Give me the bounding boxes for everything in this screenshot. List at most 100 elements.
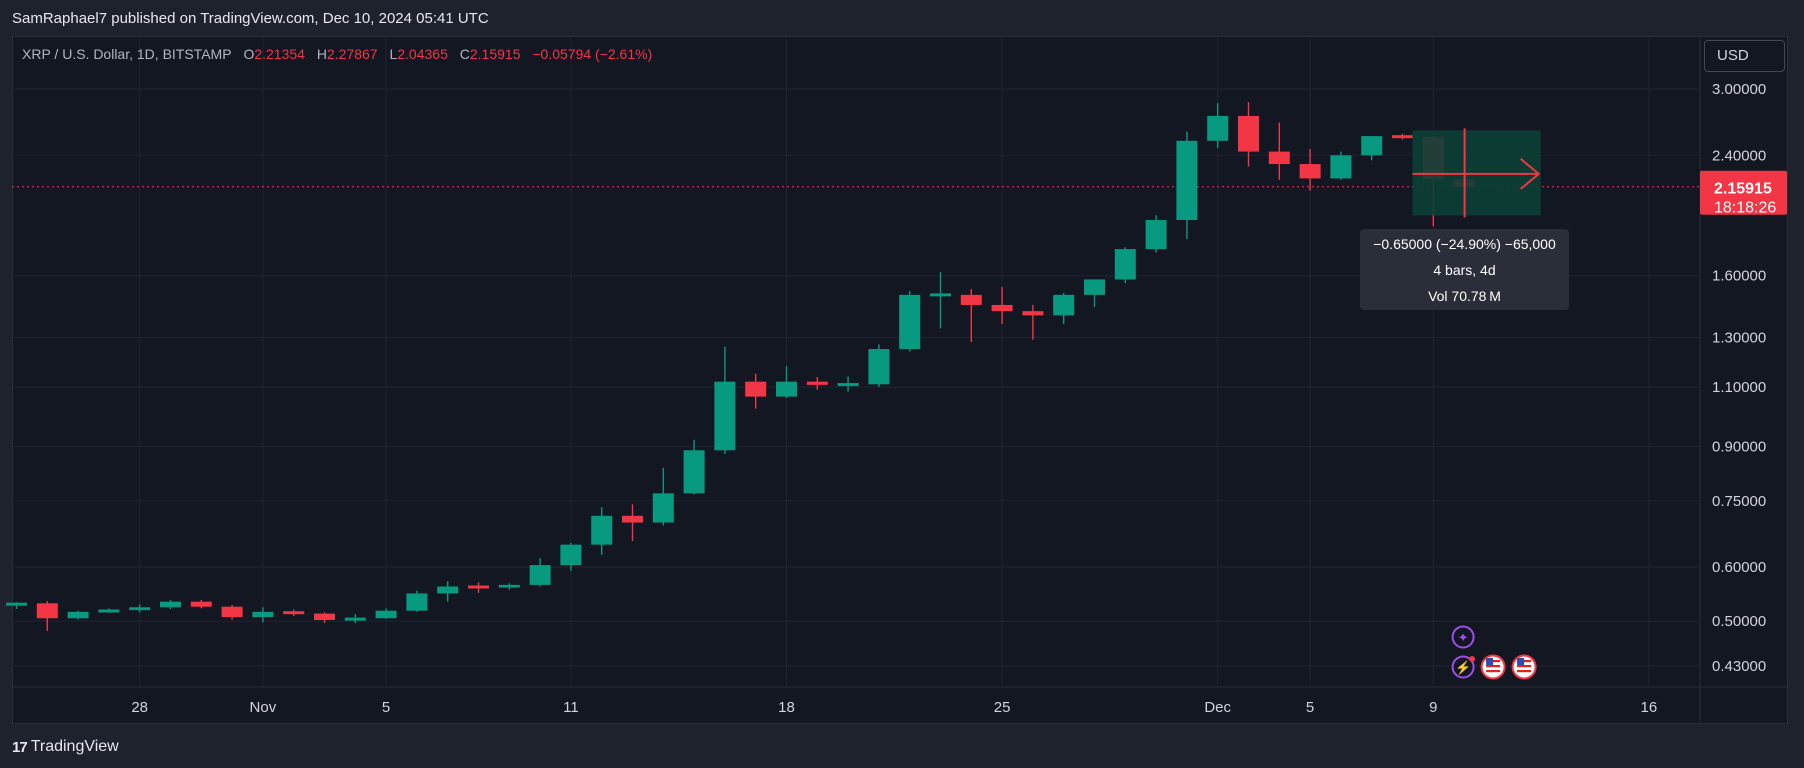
candle-body xyxy=(98,609,120,613)
candle-body xyxy=(1053,294,1075,316)
candle-body xyxy=(1299,164,1321,179)
x-tick-label: 16 xyxy=(1641,699,1658,716)
event-marker-us-flag[interactable] xyxy=(1480,654,1506,680)
candle xyxy=(745,373,767,409)
candle xyxy=(468,582,489,593)
candle-body xyxy=(622,515,643,523)
candle-body xyxy=(190,601,212,607)
candle xyxy=(1145,215,1167,253)
candle xyxy=(652,467,674,526)
y-tick-label: 1.60000 xyxy=(1712,268,1766,285)
candle-body xyxy=(1207,115,1229,141)
footer-bar xyxy=(0,724,1804,768)
candle-body xyxy=(1238,115,1259,152)
currency-button[interactable]: USD xyxy=(1704,40,1785,72)
candle xyxy=(406,590,428,612)
low-label: L xyxy=(389,46,398,62)
x-tick-label: 25 xyxy=(994,699,1011,716)
candle-body xyxy=(868,349,890,385)
candle xyxy=(683,439,705,495)
candle xyxy=(1330,151,1352,180)
candle-body xyxy=(899,294,921,350)
y-tick-label: 2.40000 xyxy=(1712,147,1766,164)
candle-body xyxy=(498,584,520,588)
candle xyxy=(560,542,582,572)
candle-body xyxy=(1022,311,1044,316)
candle xyxy=(960,289,982,342)
tradingview-brand: TradingView xyxy=(30,738,119,755)
grid xyxy=(12,37,1788,723)
candle xyxy=(283,609,305,616)
candle xyxy=(991,287,1013,324)
candle xyxy=(498,583,520,590)
candle xyxy=(437,581,459,602)
candle xyxy=(1361,136,1383,161)
candle xyxy=(6,602,27,609)
event-marker-us-flag[interactable] xyxy=(1511,654,1537,680)
tradingview-logo-mark: 17 xyxy=(12,738,28,756)
candle xyxy=(1114,247,1136,284)
flag-stripe xyxy=(1517,665,1532,668)
publisher-bar: SamRaphael7 published on TradingView.com… xyxy=(0,0,1804,36)
y-tick-label: 0.60000 xyxy=(1712,559,1766,576)
candle xyxy=(591,507,613,555)
event-marker-star[interactable]: ✦ xyxy=(1451,625,1475,649)
y-tick-label: 1.30000 xyxy=(1712,329,1766,346)
measure-tooltip-line1: −0.65000 (−24.90%) −65,000 xyxy=(1373,236,1556,252)
y-tick-label: 1.10000 xyxy=(1712,379,1766,396)
change-value: −0.05794 (−2.61%) xyxy=(532,46,653,62)
candle-body xyxy=(960,294,982,305)
y-tick-label: 0.50000 xyxy=(1712,613,1766,630)
event-markers[interactable]: ✦⚡ xyxy=(1451,625,1537,680)
candle-body xyxy=(1084,279,1105,295)
x-tick-label: 9 xyxy=(1429,699,1437,716)
candle-body xyxy=(6,602,27,606)
candle-body xyxy=(283,611,305,615)
candle-body xyxy=(406,593,428,611)
open-value: 2.21354 xyxy=(254,46,305,62)
x-tick-label: 11 xyxy=(563,699,579,716)
last-price-value: 2.15915 xyxy=(1714,181,1772,198)
candle xyxy=(67,610,89,620)
high-label: H xyxy=(316,46,327,62)
candle xyxy=(1299,149,1321,191)
candle xyxy=(314,612,335,623)
y-tick-label: 0.75000 xyxy=(1712,493,1766,510)
candle-body xyxy=(1361,136,1383,156)
event-marker-lightning[interactable]: ⚡ xyxy=(1451,655,1476,679)
candle xyxy=(714,346,736,454)
last-price-label-bg xyxy=(1700,170,1787,215)
candle xyxy=(1392,133,1413,140)
symbol-legend: XRP / U.S. Dollar, 1D, BITSTAMP O2.21354… xyxy=(22,46,660,62)
candle-body xyxy=(1392,135,1413,139)
candle-body xyxy=(1145,220,1167,250)
x-tick-label: 5 xyxy=(382,699,390,716)
x-tick-label: Dec xyxy=(1204,699,1231,716)
candle-body xyxy=(1330,155,1352,179)
x-tick-label: Nov xyxy=(250,699,277,716)
countdown-timer: 18:18:26 xyxy=(1714,200,1776,217)
measure-overlay: −0.65000 (−24.90%) −65,000 4 bars, 4d Vol … xyxy=(1360,128,1787,310)
measure-tooltip-line2: 4 bars, 4d xyxy=(1433,262,1495,278)
x-axis: 28 Nov 5 11 18 25 Dec 5 9 16 xyxy=(131,699,1657,716)
y-tick-label: 0.90000 xyxy=(1712,439,1766,456)
candle-body xyxy=(652,493,674,523)
candle xyxy=(129,604,151,613)
candle-body xyxy=(221,606,243,618)
close-label: C xyxy=(459,46,470,62)
candle xyxy=(1207,103,1229,148)
flag-stripe xyxy=(1486,665,1501,668)
candles xyxy=(6,102,1475,631)
x-tick-label: 18 xyxy=(778,699,795,716)
candle xyxy=(344,614,366,623)
measure-tooltip-line3: Vol 70.78 M xyxy=(1428,288,1501,304)
candle xyxy=(1268,122,1290,180)
candle-body xyxy=(991,304,1013,312)
candle-body xyxy=(375,610,397,619)
candle-body xyxy=(776,381,797,397)
tradingview-logo[interactable]: 17 TradingView xyxy=(12,738,119,756)
candle xyxy=(529,558,551,587)
candle-body xyxy=(1176,140,1198,221)
high-value: 2.27867 xyxy=(326,46,378,62)
